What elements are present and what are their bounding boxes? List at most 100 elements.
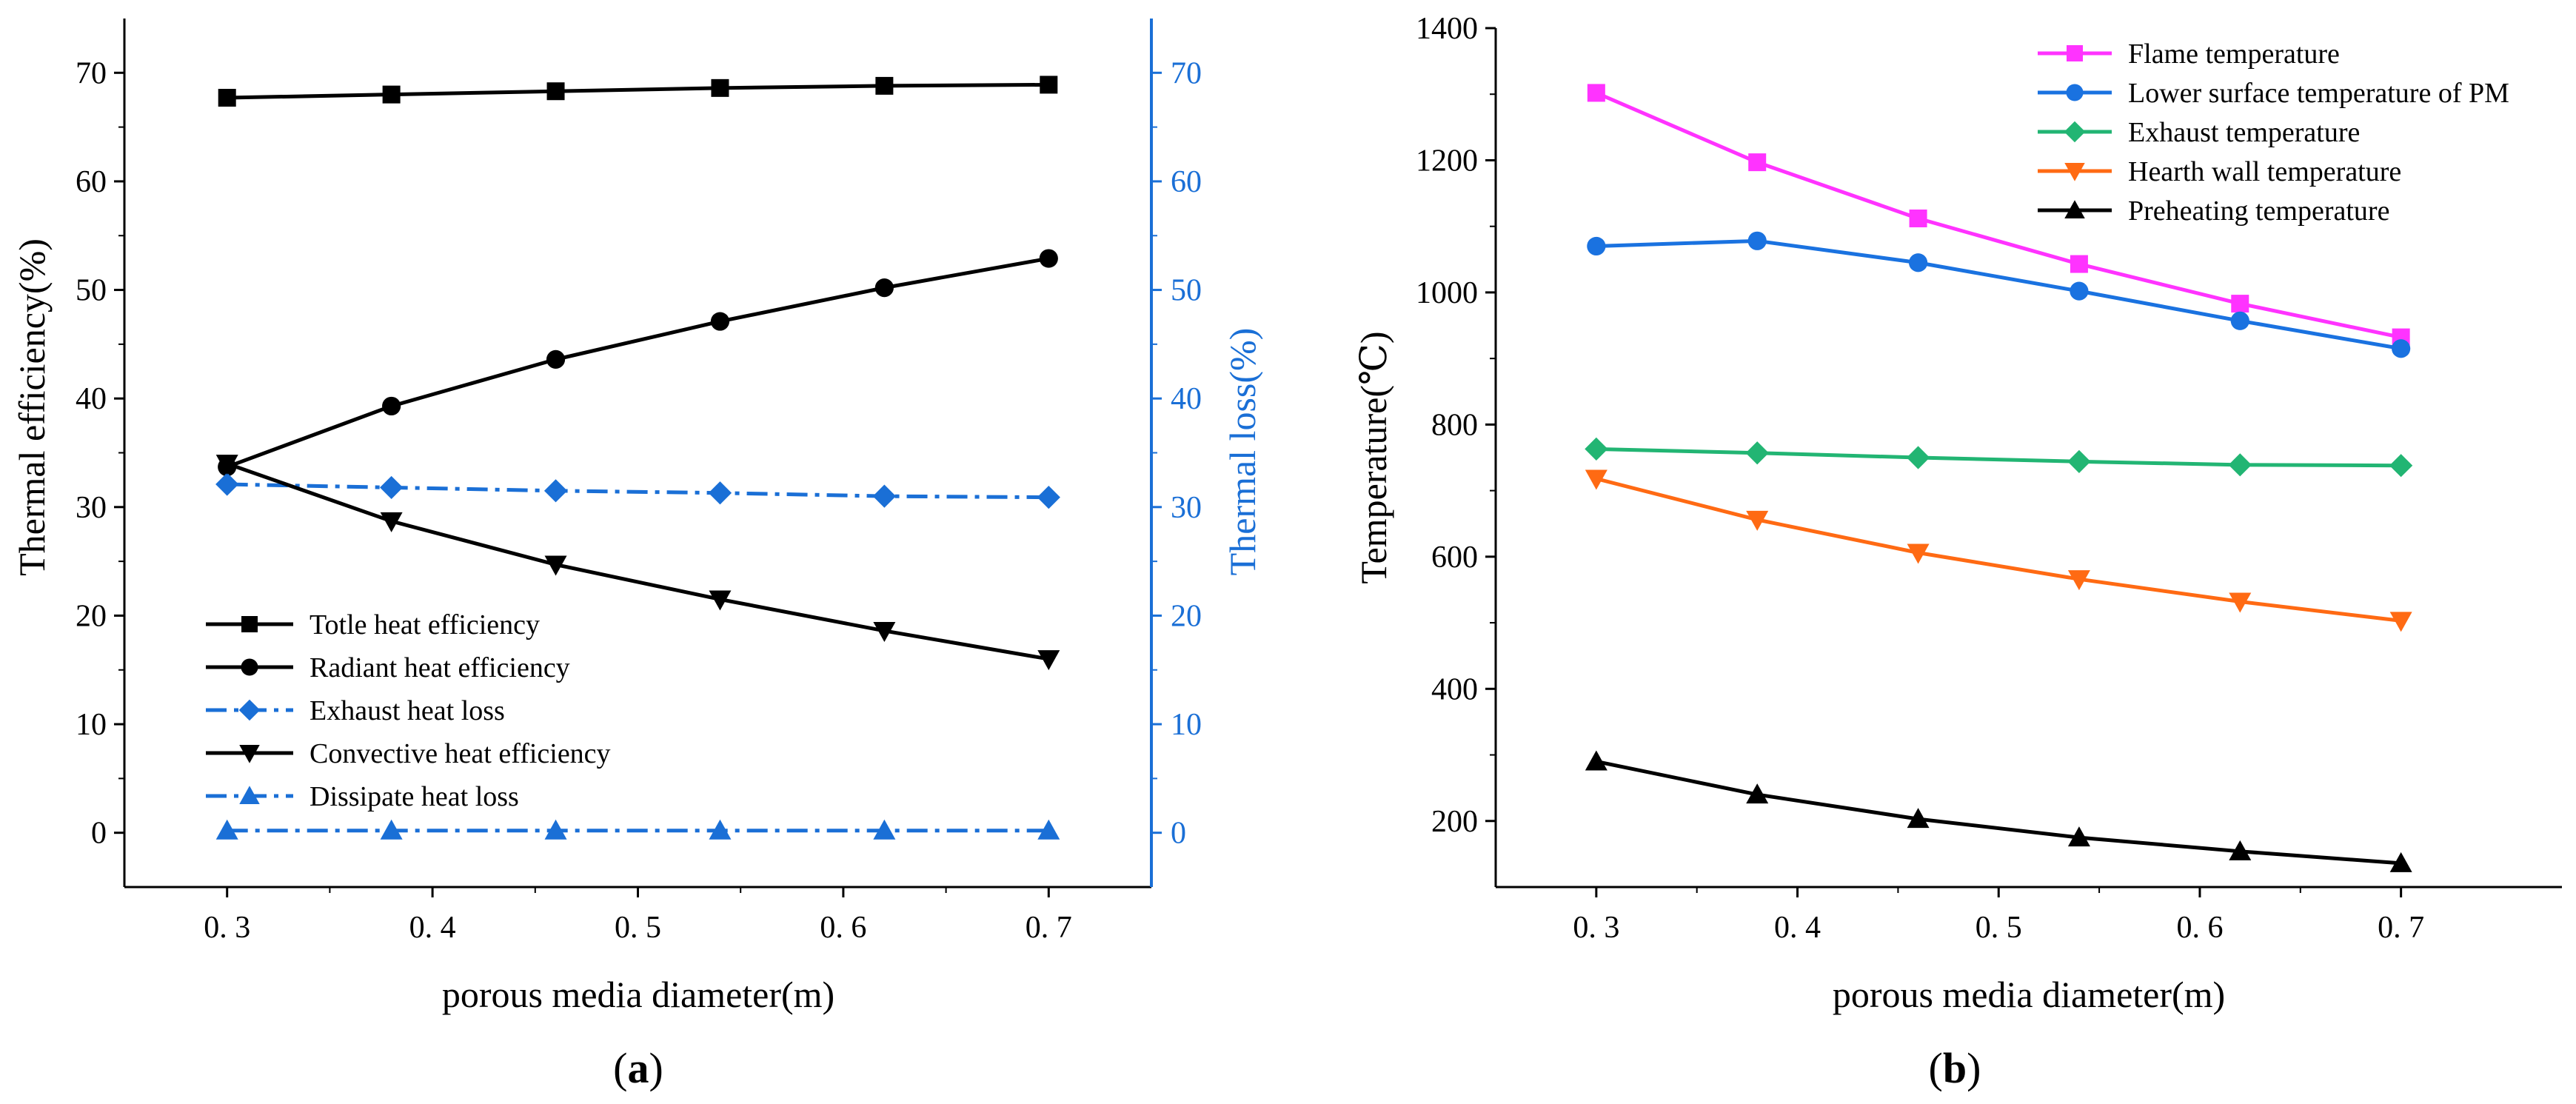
data-point: [2070, 281, 2089, 301]
data-point: [1585, 750, 1608, 771]
data-point: [1585, 437, 1608, 461]
data-point: [1908, 253, 1928, 272]
data-point: [2229, 592, 2252, 613]
data-point: [873, 819, 896, 840]
data-point: [2230, 311, 2249, 330]
data-point: [1587, 84, 1605, 102]
series-line: [226, 461, 1049, 661]
data-point: [1585, 469, 1608, 490]
panel-a-label-letter: a: [628, 1044, 649, 1092]
legend-entry-preheating-temperature: Preheating temperature: [2038, 195, 2389, 227]
data-point: [543, 479, 568, 503]
panel-b-label-open: (: [1929, 1044, 1943, 1092]
y-tick-label: 600: [1431, 541, 1478, 575]
data-point: [2392, 339, 2411, 358]
series-totle-heat-efficiency: [218, 76, 1058, 107]
panel-b-y-ticks: 200 400 600 800 1000 1200 1400: [1416, 12, 1496, 839]
series-lower-surface-temperature-of-pm: [1587, 231, 2411, 358]
legend-marker: [2067, 45, 2083, 61]
x-tick-label: 0. 4: [1774, 911, 1821, 945]
legend-marker: [239, 745, 260, 763]
panel-a-series: [215, 76, 1060, 840]
data-point: [1907, 808, 1930, 829]
data-point: [1746, 783, 1769, 804]
x-tick-label: 0. 7: [1026, 911, 1072, 945]
y-tick-label: 1400: [1416, 12, 1478, 46]
data-point: [380, 819, 403, 840]
legend-entry-flame-temperature: Flame temperature: [2038, 39, 2340, 70]
data-point: [2070, 255, 2088, 273]
legend-label: Exhaust heat loss: [310, 695, 505, 726]
panel-a-label-close: ): [649, 1044, 663, 1092]
data-point: [382, 85, 401, 104]
data-point: [1906, 446, 1930, 469]
data-point: [218, 89, 236, 107]
y-tick-label: 60: [76, 165, 107, 199]
data-point: [872, 484, 896, 508]
data-point: [1907, 543, 1930, 564]
y-tick-label: 50: [76, 274, 107, 308]
legend-marker: [2066, 84, 2084, 101]
legend-entry-radiant-heat-efficiency: Radiant heat efficiency: [206, 652, 570, 683]
data-point: [546, 349, 566, 369]
x-tick-label: 0. 5: [1976, 911, 2022, 945]
data-point: [873, 621, 896, 642]
data-point: [215, 455, 238, 475]
data-point: [709, 819, 732, 840]
data-point: [2231, 295, 2249, 313]
panel-b-label-close: ): [1967, 1044, 1981, 1092]
panel-a-right-y-ticks: 0 10 20 30 40 50 60 70: [1151, 56, 1202, 851]
legend-label: Preheating temperature: [2128, 195, 2389, 227]
x-tick-label: 0. 3: [1573, 911, 1619, 945]
chart-panel-a: 0. 3 0. 4 0. 5 0. 6 0. 7 0 10 20 30 40 50 60 70 0 10…: [11, 19, 1263, 1092]
panel-b-x-axis-title: porous media diameter(m): [1833, 974, 2225, 1015]
legend-label: Radiant heat efficiency: [310, 652, 570, 683]
series-dissipate-heat-loss: [215, 819, 1060, 840]
series-convective-heat-efficiency: [215, 455, 1060, 671]
data-point: [544, 819, 567, 840]
data-point: [708, 481, 732, 505]
data-point: [1037, 819, 1060, 840]
series-line: [1596, 760, 2401, 866]
x-tick-label: 0. 4: [409, 911, 456, 945]
data-point: [380, 512, 403, 532]
chart-panel-b: 0. 3 0. 4 0. 5 0. 6 0. 7 200 400 600 800 1000 120…: [1353, 12, 2562, 1092]
data-point: [1909, 209, 1927, 227]
legend-label: Convective heat efficiency: [310, 738, 611, 769]
data-point: [1745, 441, 1769, 465]
legend-label: Totle heat efficiency: [310, 609, 540, 640]
data-point: [1037, 650, 1060, 671]
series-line: [1596, 238, 2402, 351]
data-point: [2229, 840, 2252, 860]
panel-a-x-ticks: 0. 3 0. 4 0. 5 0. 6 0. 7: [204, 887, 1072, 945]
series-preheating-temperature: [1585, 750, 2412, 872]
legend-label: Lower surface temperature of PM: [2128, 78, 2509, 109]
series-exhaust-heat-loss: [215, 472, 1060, 509]
series-exhaust-temperature: [1585, 437, 2413, 478]
series-hearth-wall-temperature: [1585, 469, 2412, 632]
y2-tick-label: 40: [1171, 382, 1202, 416]
data-point: [2067, 570, 2090, 591]
y-tick-label: 200: [1431, 805, 1478, 839]
legend-entry-hearth-wall-temperature: Hearth wall temperature: [2038, 156, 2401, 187]
legend-entry-exhaust-heat-loss: Exhaust heat loss: [206, 695, 505, 726]
x-tick-label: 0. 7: [2378, 911, 2424, 945]
y-tick-label: 800: [1431, 408, 1478, 442]
panel-a-x-axis-title: porous media diameter(m): [442, 974, 834, 1015]
y-tick-label: 30: [76, 491, 107, 525]
legend-entry-exhaust-temperature: Exhaust temperature: [2038, 117, 2360, 148]
y2-tick-label: 70: [1171, 56, 1202, 90]
series-radiant-heat-efficiency: [218, 249, 1058, 477]
y2-tick-label: 20: [1171, 599, 1202, 633]
y-tick-label: 20: [76, 599, 107, 633]
panel-a-left-y-ticks: 0 10 20 30 40 50 60 70: [76, 56, 124, 851]
data-point: [546, 82, 565, 101]
series-line: [1596, 446, 2401, 468]
y-tick-label: 40: [76, 382, 107, 416]
series-line: [1595, 91, 2402, 340]
data-point: [874, 278, 894, 298]
series-line: [226, 256, 1049, 469]
x-tick-label: 0. 5: [615, 911, 661, 945]
